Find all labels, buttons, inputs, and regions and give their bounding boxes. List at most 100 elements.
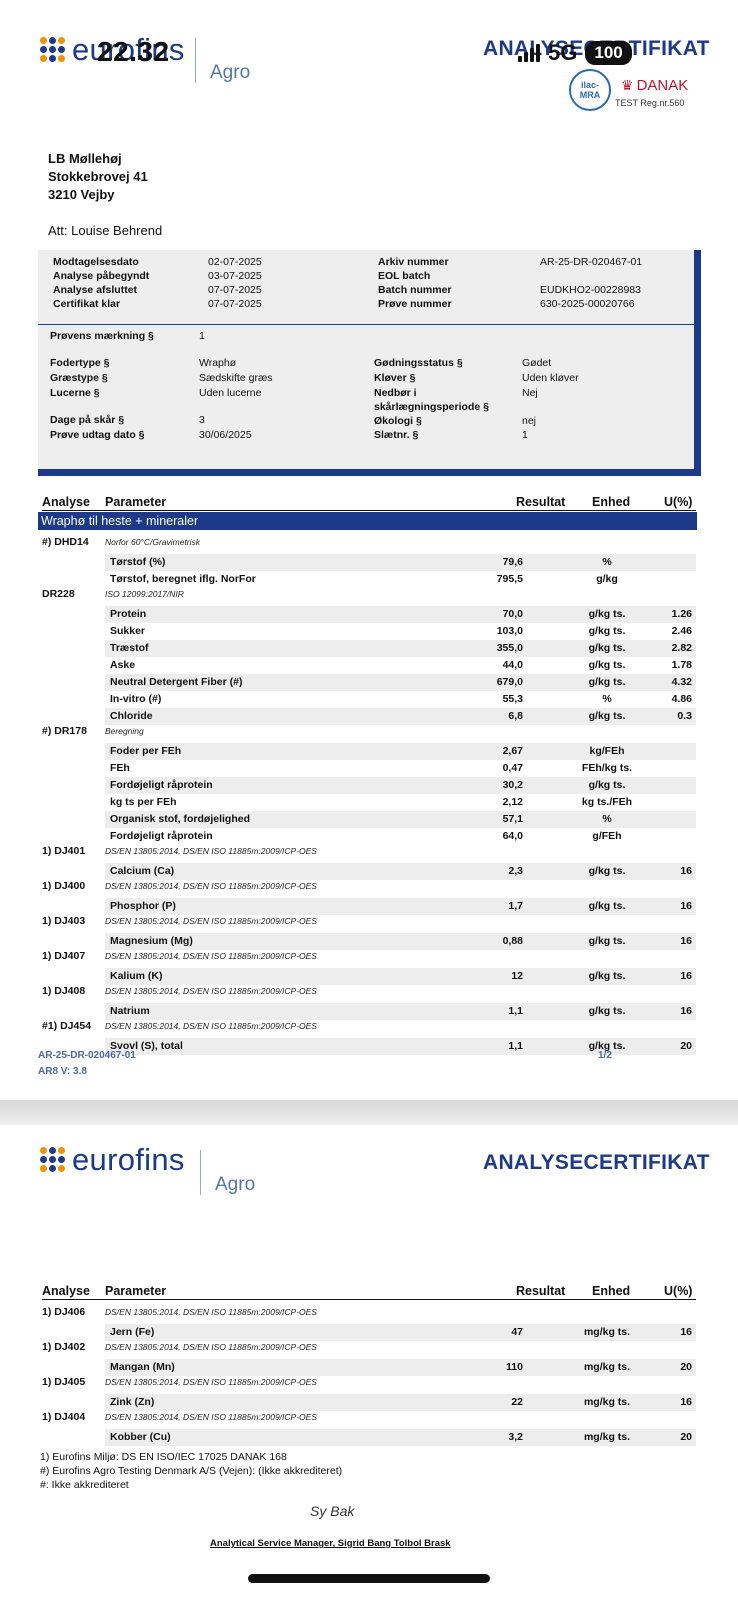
analysis-code: 1) DJ404 [42, 1411, 86, 1423]
result-value: 1,1 [508, 1040, 523, 1052]
analysis-method: DS/EN 13805:2014, DS/EN ISO 11885m:2009/… [105, 986, 317, 996]
value-proeve: 630-2025-00020766 [540, 298, 635, 310]
result-row: Mangan (Mn) 110 mg/kg ts. 20 [105, 1359, 696, 1376]
result-row: Foder per FEh 2,67 kg/FEh [105, 743, 696, 760]
result-value: 110 [506, 1361, 523, 1373]
signature-line: Analytical Service Manager, Sigrid Bang … [210, 1538, 451, 1549]
result-uncertainty: 4.32 [671, 676, 692, 688]
eurofins-dots-icon [40, 37, 66, 63]
document-title: ANALYSECERTIFIKAT [483, 1151, 710, 1174]
section-title: Wraphø til heste + mineraler [38, 512, 697, 530]
label-arkiv: Arkiv nummer [378, 256, 449, 268]
value-klar: 07-07-2025 [208, 298, 262, 310]
results-table-header-2: Analyse Parameter Resultat Enhed U(%) [42, 1284, 696, 1300]
header-parameter: Parameter [105, 1284, 167, 1298]
result-uncertainty: 1.78 [671, 659, 692, 671]
analysis-method: DS/EN 13805:2014, DS/EN ISO 11885m:2009/… [105, 881, 317, 891]
result-uncertainty: 16 [680, 970, 692, 982]
result-row: Kalium (K) 12 g/kg ts. 16 [105, 968, 696, 985]
division-name: Agro [210, 62, 251, 83]
value-oekologi: nej [522, 415, 537, 427]
result-unit: g/kg ts. [588, 1005, 626, 1017]
result-parameter: Tørstof (%) [110, 556, 166, 568]
result-unit: g/kg ts. [588, 608, 626, 620]
result-uncertainty: 16 [680, 865, 692, 877]
analysis-code: 1) DJ403 [42, 915, 86, 927]
value-afsluttet: 07-07-2025 [208, 284, 262, 296]
result-parameter: FEh [110, 762, 130, 774]
result-parameter: Aske [110, 659, 136, 671]
result-unit: g/kg ts. [588, 900, 626, 912]
page-separator [0, 1100, 738, 1125]
value-graestype: Sædskifte græs [199, 372, 273, 384]
value-udtag: 30/06/2025 [199, 429, 252, 441]
result-row: Tørstof (%) 79,6% [105, 554, 696, 571]
label-dage: Dage på skår § [50, 414, 125, 426]
address-line-3: 3210 Vejby [48, 187, 115, 202]
result-row: Sukker 103,0 g/kg ts. 2.46 [105, 623, 696, 640]
label-maerkning: Prøvens mærkning § [50, 330, 154, 342]
result-unit: mg/kg ts. [583, 1326, 631, 1338]
result-row: Magnesium (Mg) 0,88 g/kg ts. 16 [105, 933, 696, 950]
result-unit: g/kg ts. [588, 970, 626, 982]
result-parameter: Foder per FEh [110, 745, 182, 757]
results-table-header: Analyse Parameter Resultat Enhed U(%) [42, 495, 696, 511]
header-enhed: Enhed [592, 495, 631, 509]
result-parameter: Sukker [110, 625, 146, 637]
status-time: 22.32 [97, 36, 170, 67]
logo-divider [200, 1150, 201, 1195]
result-unit: g/kg [596, 573, 618, 585]
analysis-code: 1) DJ400 [42, 880, 86, 892]
result-value: 0,47 [502, 762, 523, 774]
result-row: Fordøjeligt råprotein 30,2 g/kg ts. [105, 777, 696, 794]
battery-icon: 100 [585, 41, 632, 65]
result-parameter: Organisk stof, fordøjelighed [110, 813, 251, 825]
label-klar: Certifikat klar [53, 298, 121, 310]
result-row: Jern (Fe) 47 mg/kg ts. 16 [105, 1324, 696, 1341]
result-uncertainty: 20 [680, 1431, 692, 1443]
info-divider [38, 324, 694, 325]
header-enhed: Enhed [592, 1284, 631, 1298]
header-analyse: Analyse [42, 495, 90, 509]
result-uncertainty: 16 [680, 935, 692, 947]
analysis-method: ISO 12099:2017/NIR [105, 589, 184, 599]
analysis-code: DR228 [42, 588, 75, 600]
result-row: Aske 44,0 g/kg ts. 1.78 [105, 657, 696, 674]
result-parameter: Chloride [110, 710, 153, 722]
result-parameter: Kobber (Cu) [110, 1431, 171, 1443]
value-dage: 3 [199, 414, 205, 426]
result-parameter: Tørstof, beregnet iflg. NorFor [110, 573, 256, 585]
result-value: 103,0 [496, 625, 523, 637]
result-row: Phosphor (P) 1,7 g/kg ts. 16 [105, 898, 696, 915]
result-value: 2,12 [502, 796, 523, 808]
home-indicator[interactable] [248, 1574, 490, 1583]
result-parameter: Neutral Detergent Fiber (#) [110, 676, 243, 688]
analysis-method: Beregning [105, 726, 144, 736]
result-parameter: Træstof [110, 642, 149, 654]
result-value: 795,5 [496, 573, 523, 585]
result-parameter: Mangan (Mn) [110, 1361, 175, 1373]
sample-info-box: Modtagelsesdato 02-07-2025 Analyse påbeg… [38, 250, 701, 476]
result-unit: g/kg ts. [588, 935, 626, 947]
result-unit: FEh/kg ts. [581, 762, 633, 774]
label-proeve: Prøve nummer [378, 298, 452, 310]
header-resultat: Resultat [516, 1284, 566, 1298]
result-value: 1,1 [508, 1005, 523, 1017]
analysis-method: DS/EN 13805:2014, DS/EN ISO 11885m:2009/… [105, 916, 317, 926]
result-row: Træstof 355,0 g/kg ts. 2.82 [105, 640, 696, 657]
division-name: Agro [215, 1174, 256, 1195]
result-row: Organisk stof, fordøjelighed 57,1% [105, 811, 696, 828]
analysis-code: 1) DJ405 [42, 1376, 86, 1388]
result-row: Svovl (S), total 1,1 g/kg ts. 20 [105, 1038, 696, 1055]
result-parameter: Protein [110, 608, 147, 620]
value-batch: EUDKHO2-00228983 [540, 284, 641, 296]
danak-text: DANAK [636, 77, 689, 94]
label-udtag: Prøve udtag dato § [50, 429, 145, 441]
result-value: 22 [511, 1396, 523, 1408]
analysis-method: DS/EN 13805:2014, DS/EN ISO 11885m:2009/… [105, 1307, 317, 1317]
result-parameter: kg ts per FEh [110, 796, 177, 808]
result-parameter: Zink (Zn) [110, 1396, 155, 1408]
analysis-method: Norfor 60°C/Gravimetrisk [105, 537, 201, 547]
analysis-method: DS/EN 13805:2014, DS/EN ISO 11885m:2009/… [105, 1377, 317, 1387]
eurofins-logo-2: eurofins [40, 1142, 185, 1178]
